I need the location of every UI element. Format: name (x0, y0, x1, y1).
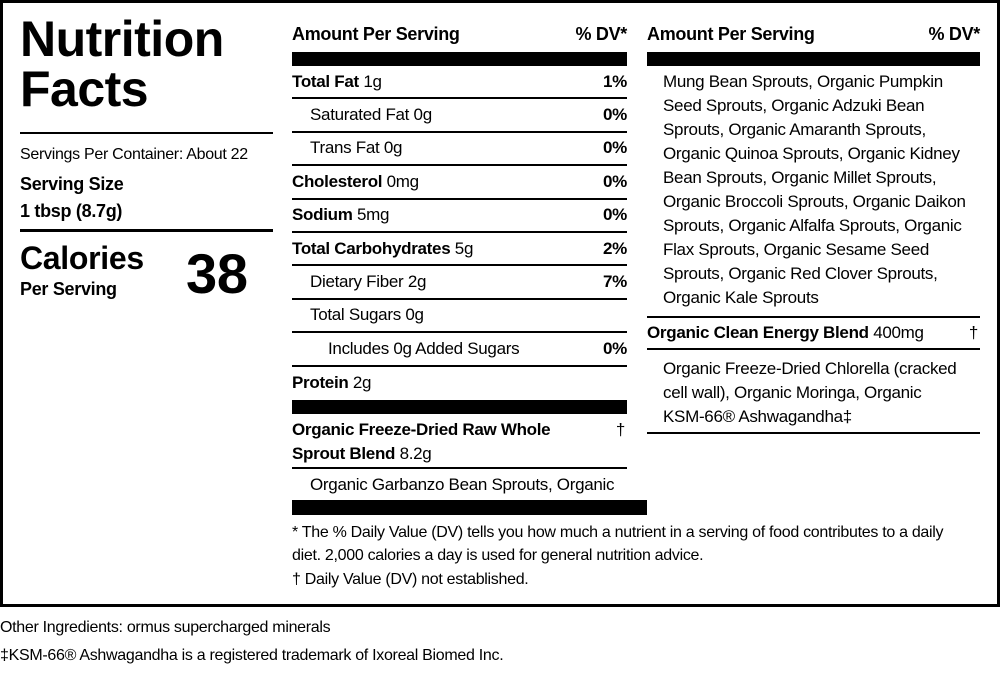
trademark: ‡KSM-66® Ashwagandha is a registered tra… (0, 647, 504, 664)
servings: Servings Per Container: About 22 (20, 146, 248, 163)
nutrient-amount: 5g (454, 238, 474, 258)
nutrient-dv: 1% (603, 71, 627, 91)
serving-size: 1 tbsp (8.7g) (20, 201, 123, 221)
nutrient-amount: 0g (413, 105, 433, 125)
nutrient-dv: 7% (603, 272, 627, 292)
amount-header: Amount Per Serving (292, 24, 460, 44)
nutrient-amount: 0g (383, 138, 403, 158)
nutrient-name: Cholesterol (292, 171, 383, 191)
thick-rule (292, 500, 647, 515)
nutrient-cell: Protein 2g (292, 373, 372, 393)
rule (647, 432, 980, 434)
rule (20, 132, 273, 134)
nutrient-dv: 0% (603, 338, 627, 358)
other-ingredients: Other Ingredients: ormus supercharged mi… (0, 619, 331, 636)
nutrient-row: Total Sugars 0g (292, 300, 627, 334)
nutrient-cell: Total Carbohydrates 5g (292, 239, 473, 259)
calories-label: Calories (20, 240, 144, 276)
nutrient-row: Cholesterol 0mg 0% (292, 166, 627, 200)
nutrient-row: Sodium 5mg 0% (292, 200, 627, 233)
nutrient-amount: 1g (363, 71, 382, 91)
nutrient-dv: 0% (603, 105, 627, 125)
nutrient-row: Protein 2g (292, 367, 627, 400)
nutrient-cell: Sodium 5mg (292, 205, 389, 225)
nutrient-row: Total Carbohydrates 5g 2% (292, 233, 627, 267)
blend-dv: † (615, 420, 625, 439)
nutrient-cell: Trans Fat 0g (292, 138, 402, 158)
calories-value: 38 (186, 242, 248, 305)
title: Nutrition Facts (20, 11, 224, 117)
nutrient-dv: 2% (603, 238, 627, 258)
blend-dv: † (968, 323, 978, 342)
nutrient-dv: 0% (603, 138, 627, 158)
rule (20, 229, 273, 232)
blend-ingredients: Organic Garbanzo Bean Sprouts, Organic (310, 475, 615, 494)
nutrient-cell: Dietary Fiber 2g (292, 272, 426, 292)
nutrient-row: Saturated Fat 0g 0% (292, 99, 627, 133)
blend-amount: 8.2g (399, 444, 432, 463)
nutrient-dv: 0% (603, 171, 627, 191)
nutrient-amount: 2g (407, 272, 427, 292)
nutrient-amount: 0g (405, 305, 424, 325)
nutrient-name: Total Carbohydrates (292, 238, 451, 258)
blend-name-wrap: Organic Freeze-Dried Raw Whole Sprout Bl… (292, 418, 582, 466)
amount-header: Amount Per Serving (647, 24, 815, 44)
blend-name: Organic Clean Energy Blend (647, 323, 869, 342)
nutrient-cell: Includes 0g Added Sugars (292, 338, 520, 359)
nutrient-row: Trans Fat 0g 0% (292, 133, 627, 167)
blend-row: Organic Clean Energy Blend 400mg † (647, 318, 980, 350)
blend-amount: 400mg (873, 323, 924, 342)
nutrient-name: Total Fat (292, 71, 359, 91)
nutrient-amount: 5mg (356, 205, 390, 225)
thick-rule (292, 400, 627, 414)
nutrient-cell: Saturated Fat 0g (292, 105, 432, 125)
nutrient-name: Protein (292, 373, 349, 393)
blend-name: Organic Freeze-Dried Raw Whole Sprout Bl… (292, 420, 551, 463)
footnote: * The % Daily Value (DV) tells you how m… (292, 524, 944, 564)
footnote: † Daily Value (DV) not established. (292, 571, 529, 588)
nutrient-name: Saturated Fat (310, 105, 410, 125)
nutrient-amount: 0mg (386, 171, 419, 191)
rule (647, 316, 980, 318)
blend-ingredients: Organic Freeze-Dried Chlorella (cracked … (663, 359, 957, 426)
dv-header: % DV* (928, 24, 980, 44)
nutrient-name: Dietary Fiber (310, 272, 404, 292)
nutrient-row: Includes 0g Added Sugars 0% (292, 333, 627, 367)
blend-row: Organic Freeze-Dried Raw Whole Sprout Bl… (292, 414, 627, 469)
nutrient-table: Total Fat 1g 1% Saturated Fat 0g 0% Trans Fa… (292, 66, 627, 400)
blend-ingredients: Mung Bean Sprouts, Organic Pumpkin Seed … (663, 72, 966, 307)
nutrient-row: Dietary Fiber 2g 7% (292, 266, 627, 300)
nutrient-amount: 0g Added Sugars (393, 338, 520, 358)
per-serving: Per Serving (20, 279, 117, 299)
nutrient-dv: 0% (603, 205, 627, 225)
nutrient-cell: Total Sugars 0g (292, 305, 424, 325)
nutrient-name: Total Sugars (310, 305, 401, 325)
nutrient-amount: 2g (352, 373, 372, 393)
thick-rule (292, 52, 627, 66)
nutrient-row: Total Fat 1g 1% (292, 66, 627, 100)
thick-rule (647, 52, 980, 66)
serving-size-label: Serving Size (20, 174, 124, 194)
nutrient-name: Trans Fat (310, 138, 380, 158)
nutrient-name: Includes (328, 338, 389, 358)
nutrient-cell: Cholesterol 0mg (292, 172, 419, 192)
nutrient-cell: Total Fat 1g (292, 72, 382, 92)
nutrient-name: Sodium (292, 205, 353, 225)
label-border (0, 0, 1000, 607)
column-header: Amount Per Serving % DV* (647, 24, 980, 45)
column-header: Amount Per Serving % DV* (292, 24, 627, 45)
dv-header: % DV* (575, 24, 627, 44)
